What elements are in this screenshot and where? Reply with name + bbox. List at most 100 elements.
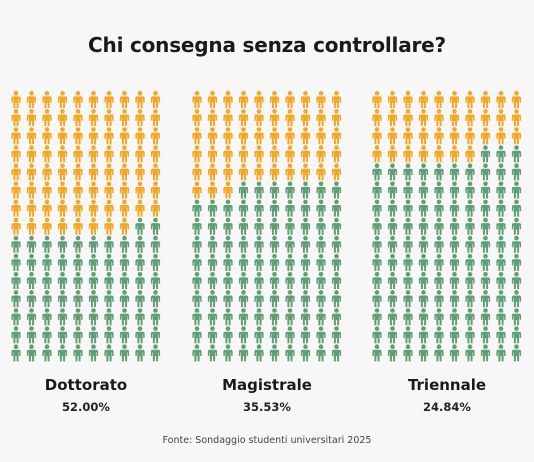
person-icon-yes [26,217,37,235]
person-icon-no [372,217,382,235]
person-icon-no [465,326,475,344]
person-icon-yes [42,217,52,235]
person-icon-no [285,181,295,199]
person-icon-no [465,181,475,199]
person-icon-no [418,272,429,289]
person-icon-no [150,290,161,308]
person-icon-no [418,199,429,217]
person-icon-yes [207,127,218,145]
person-icon-no [269,290,280,308]
person-icon-no [316,217,326,235]
person-icon-no [88,272,99,289]
person-icon-no [192,272,202,289]
person-icon-no [300,253,311,271]
person-icon-yes [11,163,21,181]
person-icon-no [119,253,130,271]
person-icon-no [480,326,491,344]
person-icon-no [434,253,444,271]
person-icon-no [465,235,475,253]
person-icon-no [403,308,413,326]
person-icon-no [372,181,382,199]
person-icon-yes [269,163,280,181]
person-icon-yes [316,127,326,145]
person-icon-yes [465,109,475,127]
person-icon-no [238,344,249,362]
person-icon-yes [26,181,37,199]
person-icon-yes [207,145,218,163]
person-icon-no [496,199,506,217]
person-icon-yes [254,127,264,145]
person-icon-no [465,217,475,235]
person-icon-no [300,235,311,253]
person-icon-yes [480,91,491,108]
person-icon-no [73,253,83,271]
person-icon-yes [57,91,68,108]
person-icon-no [73,344,83,362]
person-icon-no [434,181,444,199]
person-icon-no [331,217,342,235]
person-icon-yes [104,91,114,108]
person-icon-no [119,235,130,253]
person-icon-no [26,235,37,253]
source-note: Fonte: Sondaggio studenti universitari 2… [162,435,372,446]
person-icon-yes [207,91,218,108]
person-icon-no [496,326,506,344]
person-icon-yes [403,145,413,163]
person-icon-no [511,217,522,235]
person-icon-yes [104,127,114,145]
person-icon-no [511,199,522,217]
person-icon-yes [465,91,475,108]
person-icon-no [223,290,233,308]
person-icon-no [300,326,311,344]
person-icon-yes [403,109,413,127]
person-icon-yes [418,145,429,163]
person-icon-no [238,272,249,289]
person-icon-no [88,308,99,326]
person-icon-no [496,181,506,199]
person-icon-no [434,344,444,362]
category-label-dottorato: Dottorato [44,376,128,394]
person-icon-no [300,308,311,326]
person-icon-no [104,344,114,362]
person-icon-no [285,326,295,344]
person-icon-yes [331,145,342,163]
person-icon-yes [26,145,37,163]
person-icon-no [316,272,326,289]
person-icon-no [480,145,491,163]
person-icon-no [269,344,280,362]
person-icon-no [26,344,37,362]
person-icon-yes [331,109,342,127]
person-icon-no [449,272,460,289]
person-icon-yes [57,145,68,163]
person-icon-no [238,235,249,253]
person-icon-no [418,163,429,181]
person-icon-no [300,217,311,235]
person-icon-no [269,235,280,253]
person-icon-no [238,326,249,344]
person-icon-yes [42,181,52,199]
person-icon-no [496,253,506,271]
person-icon-yes [26,127,37,145]
person-icon-no [418,235,429,253]
person-icon-no [372,199,382,217]
person-icon-yes [238,91,249,108]
person-icon-yes [511,91,522,108]
person-icon-no [26,253,37,271]
person-icon-yes [150,163,161,181]
person-icon-no [104,235,114,253]
person-icon-no [480,217,491,235]
person-icon-no [254,272,264,289]
person-icon-yes [11,181,21,199]
person-icon-no [269,199,280,217]
person-icon-yes [285,145,295,163]
person-icon-no [57,272,68,289]
person-icon-no [254,253,264,271]
person-icon-no [207,344,218,362]
person-icon-yes [238,127,249,145]
person-icon-yes [88,181,99,199]
person-icon-no [316,199,326,217]
person-icon-no [331,290,342,308]
person-icon-yes [285,109,295,127]
person-icon-no [331,344,342,362]
person-icon-no [119,272,130,289]
